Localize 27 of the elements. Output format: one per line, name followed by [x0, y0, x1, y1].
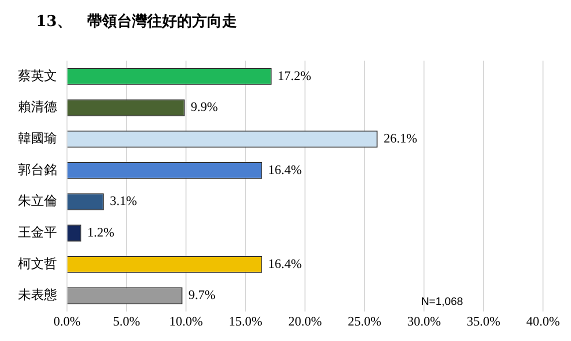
y-tick-label: 朱立倫 [18, 193, 57, 208]
data-label: 9.7% [188, 287, 216, 302]
x-tick-label: 35.0% [466, 314, 500, 329]
y-tick-label: 未表態 [18, 287, 57, 302]
x-tick-label: 10.0% [169, 314, 203, 329]
x-tick-label: 20.0% [288, 314, 322, 329]
y-tick-label: 郭台銘 [18, 162, 57, 177]
x-tick-label: 30.0% [407, 314, 441, 329]
data-label: 26.1% [384, 130, 418, 146]
data-label: 16.4% [268, 256, 302, 271]
y-tick-label: 蔡英文 [18, 68, 57, 83]
y-tick-label: 王金平 [18, 224, 57, 240]
data-label: 1.2% [87, 224, 115, 240]
annotation: N=1,068 [421, 296, 463, 308]
chart-title: 13、 帶領台灣往好的方向走 [35, 11, 238, 32]
y-tick-label: 賴清德 [18, 99, 57, 114]
data-label: 3.1% [110, 193, 138, 208]
y-tick-label: 柯文哲 [18, 256, 57, 271]
x-tick-label: 5.0% [112, 314, 140, 329]
x-tick-label: 25.0% [348, 314, 382, 329]
x-tick-label: 15.0% [228, 314, 262, 329]
data-label: 9.9% [190, 99, 218, 114]
data-label: 17.2% [278, 68, 312, 83]
x-tick-label: 40.0% [526, 314, 560, 329]
y-tick-label: 韓國瑜 [18, 130, 57, 146]
x-tick-label: 0.0% [53, 314, 81, 329]
data-label: 16.4% [268, 162, 302, 177]
